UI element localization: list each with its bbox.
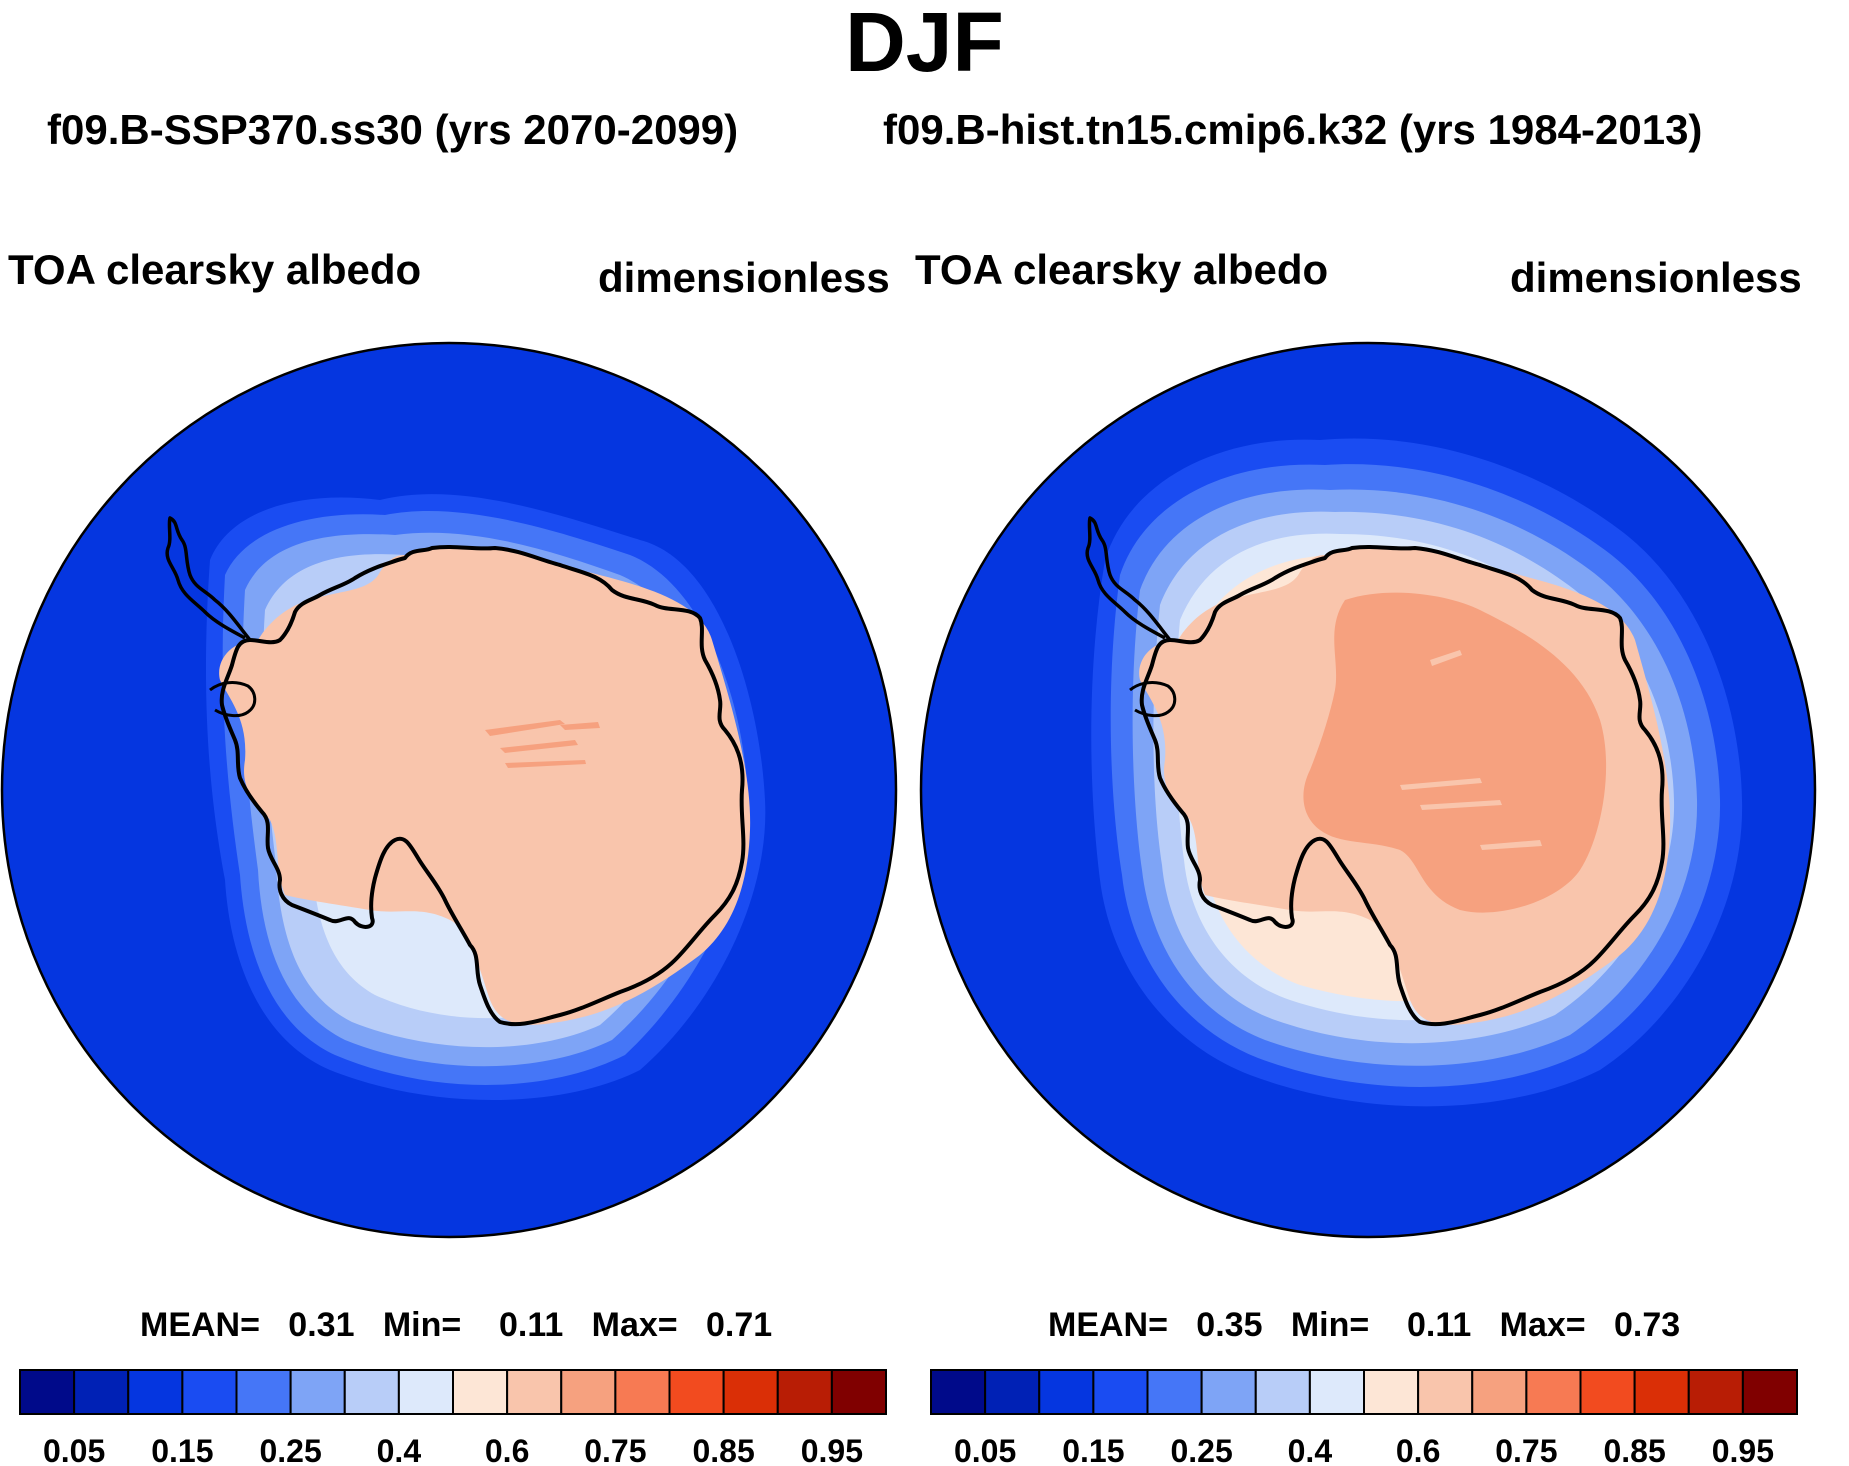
right-map [919, 341, 1817, 1239]
colorbar-tick-label: 0.75 [584, 1433, 646, 1466]
colorbar-box [506, 1369, 563, 1415]
colorbar-box [1741, 1369, 1798, 1415]
colorbar-tick-label: 0.95 [1712, 1433, 1774, 1466]
right-map-border [919, 341, 1817, 1239]
colorbar-box [19, 1369, 76, 1415]
colorbar-box [73, 1369, 130, 1415]
right-case-title: f09.B-hist.tn15.cmip6.k32 (yrs 1984-2013… [883, 106, 1703, 153]
colorbar-box [1471, 1369, 1528, 1415]
colorbar-tick-label: 0.95 [801, 1433, 863, 1466]
left-colorbar: 0.05 0.15 0.25 0.4 0.6 0.75 0.85 0.95 [19, 1369, 887, 1466]
colorbar-box [984, 1369, 1041, 1415]
colorbar-box [1525, 1369, 1582, 1415]
right-colorbar: 0.05 0.15 0.25 0.4 0.6 0.75 0.85 0.95 [930, 1369, 1798, 1466]
colorbar-box [235, 1369, 292, 1415]
left-ice-shelf-outline [209, 681, 257, 718]
colorbar-box [289, 1369, 346, 1415]
right-peninsula [1085, 516, 1172, 642]
colorbar-box [1417, 1369, 1474, 1415]
left-variable-label: TOA clearsky albedo [8, 246, 422, 293]
colorbar-box [1038, 1369, 1095, 1415]
colorbar-tick-label: 0.85 [1603, 1433, 1665, 1466]
colorbar-tick-label: 0.75 [1495, 1433, 1557, 1466]
right-interior-streaks [1400, 650, 1542, 850]
colorbar-box [127, 1369, 184, 1415]
left-high-albedo-streaks [485, 720, 600, 768]
left-stats: MEAN= 0.31 Min= 0.11 Max= 0.71 [140, 1306, 773, 1344]
colorbar-box [397, 1369, 454, 1415]
left-map-border [0, 341, 898, 1239]
colorbar-box [1363, 1369, 1420, 1415]
colorbar-box [452, 1369, 509, 1415]
colorbar-tick-label: 0.4 [1288, 1433, 1333, 1466]
colorbar-box [1633, 1369, 1690, 1415]
left-map [0, 341, 898, 1239]
colorbar-tick-label: 0.4 [377, 1433, 422, 1466]
colorbar-box [776, 1369, 833, 1415]
colorbar-box [668, 1369, 725, 1415]
left-coastline [219, 545, 746, 1027]
right-interior-070-075 [1303, 592, 1607, 913]
colorbar-tick-label: 0.85 [692, 1433, 754, 1466]
colorbar-box [1092, 1369, 1149, 1415]
right-ice-shelf-outline [1129, 681, 1177, 718]
left-antarctica-060-070 [219, 546, 751, 1025]
colorbar-box [830, 1369, 887, 1415]
colorbar-box [1146, 1369, 1203, 1415]
right-coastline [1139, 545, 1666, 1027]
colorbar-tick-label: 0.6 [485, 1433, 529, 1466]
colorbar-tick-label: 0.25 [1170, 1433, 1232, 1466]
colorbar-box [560, 1369, 617, 1415]
colorbar-tick-label: 0.05 [954, 1433, 1016, 1466]
colorbar-box [930, 1369, 987, 1415]
colorbar-box [1308, 1369, 1365, 1415]
left-units-label: dimensionless [598, 254, 890, 301]
colorbar-box [722, 1369, 779, 1415]
left-peninsula [165, 516, 252, 642]
right-units-label: dimensionless [1510, 254, 1802, 301]
main-title: DJF [845, 0, 1004, 89]
colorbar-box [1200, 1369, 1257, 1415]
colorbar-box [1687, 1369, 1744, 1415]
right-stats: MEAN= 0.35 Min= 0.11 Max= 0.73 [1048, 1306, 1681, 1344]
colorbar-box [614, 1369, 671, 1415]
colorbar-tick-label: 0.15 [151, 1433, 213, 1466]
colorbar-box [1579, 1369, 1636, 1415]
colorbar-box [343, 1369, 400, 1415]
left-case-title: f09.B-SSP370.ss30 (yrs 2070-2099) [47, 106, 739, 153]
colorbar-box [1254, 1369, 1311, 1415]
colorbar-tick-label: 0.15 [1062, 1433, 1124, 1466]
colorbar-tick-label: 0.25 [259, 1433, 321, 1466]
colorbar-tick-label: 0.05 [43, 1433, 105, 1466]
right-variable-label: TOA clearsky albedo [915, 246, 1329, 293]
colorbar-box [181, 1369, 238, 1415]
colorbar-tick-label: 0.6 [1396, 1433, 1440, 1466]
